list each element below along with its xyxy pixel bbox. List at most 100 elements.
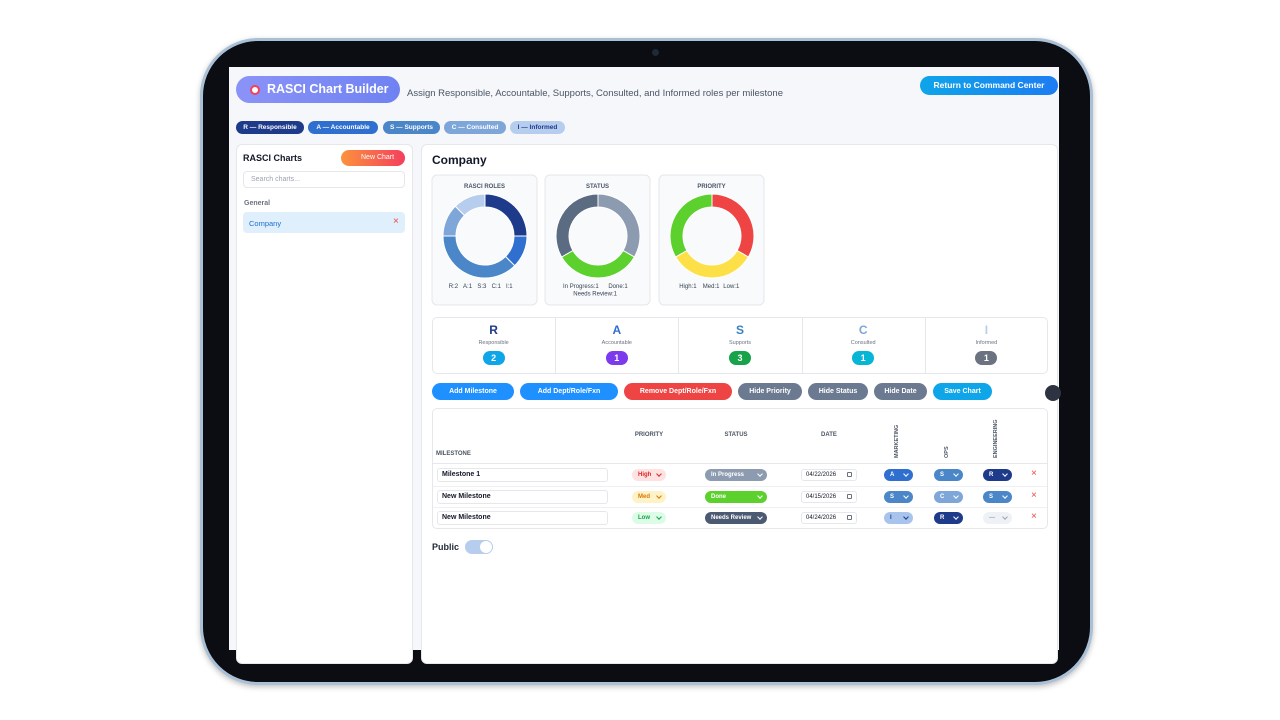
donut-legend-label: S:3 (477, 284, 487, 290)
role-select[interactable]: R (934, 512, 963, 524)
donut-legend-label: I:1 (506, 284, 513, 290)
search-input[interactable]: Search charts... (243, 171, 405, 188)
toolbar-button[interactable]: Hide Priority (738, 383, 802, 400)
donut-legend-label: R:2 (449, 284, 459, 290)
donut-legend-label: Done:1 (608, 284, 628, 290)
donut-legend-label: C:1 (492, 284, 502, 290)
status-select[interactable]: Needs Review (705, 512, 767, 524)
public-label: Public (432, 542, 460, 552)
chart-list-item-label: Company (249, 219, 282, 228)
column-header-vertical: ENGINEERING (993, 419, 999, 458)
chart-list-item[interactable] (243, 212, 405, 233)
app-subtitle: Assign Responsible, Accountable, Support… (407, 88, 783, 99)
summary-count: 1 (852, 351, 875, 365)
toolbar-button[interactable]: Save Chart (933, 383, 992, 400)
role-chip: A — Accountable (308, 121, 378, 134)
calendar-icon (847, 515, 852, 520)
delete-row-icon[interactable]: × (1031, 468, 1037, 479)
summary-count: 1 (975, 351, 998, 365)
column-header: MILESTONE (436, 451, 471, 457)
role-select[interactable]: S (934, 469, 963, 481)
donut-title: RASCI ROLES (464, 184, 505, 190)
date-input[interactable]: 04/15/2026 (801, 490, 857, 503)
role-chip: R — Responsible (236, 121, 304, 134)
summary-count: 1 (605, 351, 628, 365)
summary-divider (678, 318, 680, 373)
summary-label: Consulted (850, 340, 876, 346)
side-tool-icon[interactable] (1045, 385, 1061, 401)
calendar-icon (847, 493, 852, 499)
role-select[interactable]: R (983, 469, 1012, 481)
summary-divider (801, 318, 803, 373)
delete-row-icon[interactable]: × (1031, 489, 1037, 501)
toolbar-button[interactable]: Add Milestone (432, 383, 514, 400)
new-chart-button[interactable]: New Chart (341, 150, 405, 166)
calendar-icon (847, 472, 852, 477)
column-header-vertical: OPS (944, 446, 950, 458)
role-select[interactable]: A (884, 469, 913, 481)
donut-title: STATUS (586, 184, 609, 190)
donut-legend-label: Low:1 (723, 284, 740, 290)
donut-legend-label: In Progress:1 (563, 284, 599, 290)
summary-label: Responsible (478, 340, 509, 346)
role-select[interactable]: S (884, 490, 913, 503)
donut-legend-label: Med:1 (703, 284, 720, 290)
sidebar-title: RASCI Charts (243, 153, 303, 163)
summary-letter: I (984, 323, 989, 337)
summary-label: Supports (728, 340, 751, 346)
row-divider (433, 485, 1047, 487)
row-divider (433, 507, 1047, 508)
milestone-input[interactable]: New Milestone (437, 489, 608, 504)
donut-legend-label: Needs Review:1 (573, 292, 617, 298)
donut-segment (555, 193, 599, 258)
role-chip: S — Supports (383, 121, 440, 134)
toolbar-button[interactable]: Hide Status (808, 383, 868, 400)
role-chip: I — Informed (510, 121, 565, 134)
summary-divider (555, 318, 557, 373)
status-select[interactable]: In Progress (705, 469, 767, 481)
role-select[interactable]: I (884, 512, 913, 524)
summary-label: Accountable (601, 340, 632, 346)
milestone-input[interactable]: Milestone 1 (437, 468, 608, 482)
summary-letter: C (858, 323, 868, 337)
donut-charts: RASCI ROLES R:2 A:1 S:3 C:1 I:1 STATUS In Progr… (431, 174, 765, 306)
status-select[interactable]: Done (705, 490, 767, 503)
app-icon (250, 85, 260, 95)
priority-select[interactable]: High (632, 469, 666, 481)
delete-row-icon[interactable]: × (1031, 511, 1037, 522)
summary-letter: R (489, 323, 498, 337)
column-header-vertical: MARKETING (894, 424, 900, 458)
toggle-knob (480, 541, 492, 553)
milestone-input[interactable]: New Milestone (437, 511, 608, 525)
donut-legend-label: High:1 (679, 284, 697, 290)
role-select[interactable]: C (934, 490, 963, 503)
role-chip: C — Consulted (444, 121, 506, 134)
summary-divider (924, 318, 926, 373)
column-header: DATE (821, 432, 837, 438)
role-select[interactable]: S (983, 490, 1012, 503)
date-input[interactable]: 04/22/2026 (801, 469, 857, 481)
role-select[interactable]: — (983, 512, 1012, 524)
chart-title: Company (432, 153, 487, 167)
summary-letter: A (612, 323, 622, 337)
date-input[interactable]: 04/24/2026 (801, 512, 857, 524)
donut-title: PRIORITY (697, 184, 725, 190)
priority-select[interactable]: Low (632, 512, 666, 524)
summary-count: 3 (729, 351, 751, 365)
camera (652, 49, 659, 56)
donut-segment (669, 193, 713, 258)
return-button[interactable]: Return to Command Center (920, 76, 1058, 95)
toolbar-button[interactable]: Add Dept/Role/Fxn (520, 383, 618, 400)
toolbar-button[interactable]: Hide Date (874, 383, 927, 400)
header-divider (433, 463, 1047, 464)
donut-legend-label: A:1 (463, 284, 473, 290)
app-title: RASCI Chart Builder (236, 76, 400, 103)
priority-select[interactable]: Med (632, 490, 666, 503)
column-header: STATUS (724, 432, 748, 438)
summary-letter: S (735, 323, 744, 337)
delete-icon[interactable]: × (393, 216, 399, 227)
toolbar-button[interactable]: Remove Dept/Role/Fxn (624, 383, 732, 400)
group-label: General (244, 200, 271, 207)
summary-label: Informed (975, 340, 998, 346)
